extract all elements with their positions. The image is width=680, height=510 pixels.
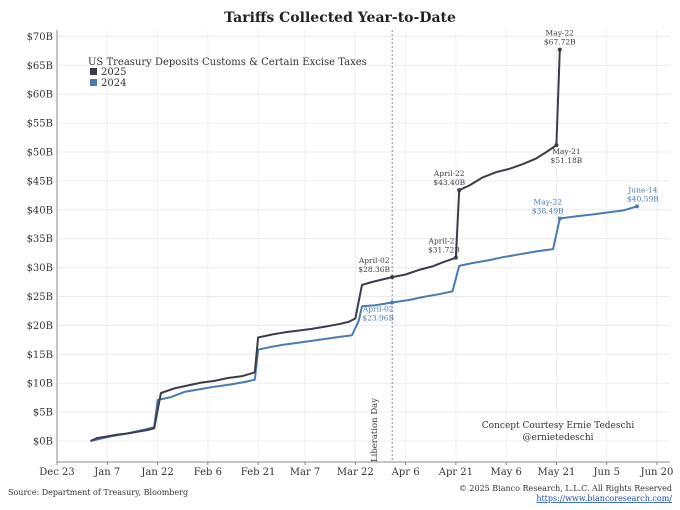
copyright-text: © 2025 Bianco Research, L.L.C. All Right… <box>459 484 672 493</box>
annotation-point <box>634 204 639 209</box>
annotation-value: $23.96B <box>362 314 394 323</box>
x-tick-label: Dec 23 <box>39 467 74 478</box>
legend: US Treasury Deposits Customs & Certain E… <box>88 57 367 89</box>
x-tick-label: Jan 7 <box>93 467 120 478</box>
legend-swatch-2024 <box>90 79 97 86</box>
annotation-point <box>554 143 559 148</box>
y-tick-label: $50B <box>27 148 53 159</box>
x-tick-label: May 21 <box>538 467 576 478</box>
courtesy-line-2: @ernietedeschi <box>523 433 594 443</box>
axes: $0B $5B $10B $15B $20B $25B $30B $35B $40B $45B $5… <box>27 30 674 478</box>
legend-label-2025: 2025 <box>101 67 126 78</box>
x-tick-label: May 6 <box>490 467 521 478</box>
y-tick-label: $35B <box>27 234 53 245</box>
y-tick-label: $0B <box>33 437 53 448</box>
annotation-value: $28.36B <box>358 265 390 274</box>
legend-label-2024: 2024 <box>101 78 126 89</box>
courtesy-line-1: Concept Courtesy Ernie Tedeschi <box>482 421 635 431</box>
annotation-value: $31.72B <box>428 246 460 255</box>
y-tick-label: $5B <box>33 408 53 419</box>
y-tick-label: $40B <box>27 205 53 216</box>
y-tick-label: $20B <box>27 321 53 332</box>
x-tick-label: Mar 7 <box>290 467 321 478</box>
website-link[interactable]: https://www.biancoresearch.com/ <box>536 494 672 503</box>
annotation-value: $40.59B <box>627 194 659 203</box>
series-line-2025 <box>90 49 561 442</box>
annotation-point <box>390 300 395 305</box>
y-tick-label: $65B <box>27 61 53 72</box>
annotation-point <box>557 47 562 52</box>
series-line-2024 <box>90 205 638 442</box>
y-tick-label: $30B <box>27 263 53 274</box>
courtesy-note: Concept Courtesy Ernie Tedeschi @erniete… <box>482 421 635 443</box>
y-tick-label: $25B <box>27 292 53 303</box>
source-text: Source: Department of Treasury, Bloomber… <box>8 488 188 497</box>
x-tick-label: Apr 6 <box>391 467 420 478</box>
footer: Source: Department of Treasury, Bloomber… <box>8 484 672 503</box>
y-tick-label: $15B <box>27 350 53 361</box>
annotation-date: May-22 <box>534 198 563 207</box>
legend-title: US Treasury Deposits Customs & Certain E… <box>88 57 367 68</box>
grid-lines <box>56 30 670 462</box>
annotation-date: June-14 <box>627 185 657 194</box>
x-tick-label: Jun 5 <box>593 467 620 478</box>
y-tick-label: $45B <box>27 176 53 187</box>
x-tick-label: Feb 21 <box>241 467 276 478</box>
annotation-date: April-22 <box>433 169 465 178</box>
annotation-date: May-21 <box>552 147 580 156</box>
x-tick-label: Apr 21 <box>438 467 473 478</box>
y-tick-label: $60B <box>27 90 53 101</box>
liberation-day-label: Liberation Day <box>370 398 380 462</box>
annotation-value: $51.18B <box>551 156 583 165</box>
annotation-point <box>457 188 462 193</box>
x-tick-label: Mar 22 <box>337 467 374 478</box>
chart-title: Tariffs Collected Year-to-Date <box>224 10 456 26</box>
annotation-point <box>453 255 458 260</box>
annotation-value: $43.40B <box>433 178 465 187</box>
annotation-date: April-02 <box>358 256 390 265</box>
y-tick-label: $70B <box>27 32 53 43</box>
liberation-day-marker: Liberation Day <box>370 30 393 462</box>
legend-swatch-2025 <box>90 68 97 75</box>
data-annotations: April-02$28.36BApril-02$23.96BApril-21$3… <box>358 29 659 323</box>
x-tick-label: Jun 20 <box>640 467 674 478</box>
annotation-point <box>390 275 395 280</box>
y-tick-label: $10B <box>27 379 53 390</box>
y-tick-label: $55B <box>27 119 53 130</box>
series-lines <box>90 49 638 442</box>
annotation-date: May-22 <box>546 29 575 38</box>
annotation-point <box>557 216 562 221</box>
annotation-date: April-21 <box>428 237 460 246</box>
annotation-value: $38.49B <box>532 207 564 216</box>
annotation-date: April-02 <box>362 305 394 314</box>
x-tick-label: Feb 6 <box>194 467 222 478</box>
x-tick-label: Jan 22 <box>140 467 173 478</box>
annotation-value: $67.72B <box>544 38 576 47</box>
